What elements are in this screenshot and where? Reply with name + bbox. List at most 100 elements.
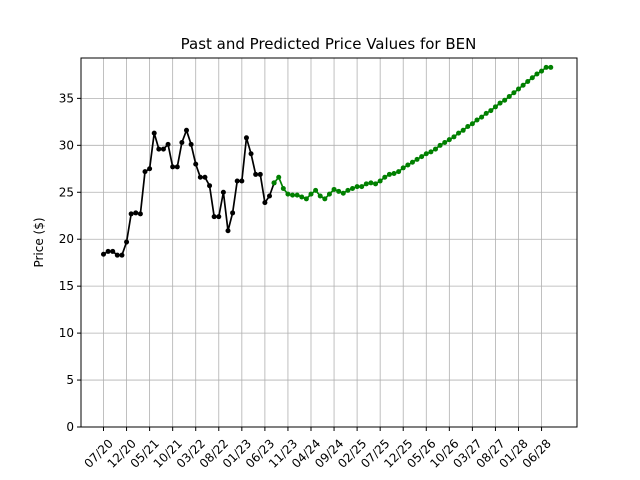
series-0-point — [160, 146, 166, 152]
series-0-point — [133, 210, 139, 216]
series-0-point — [105, 248, 111, 254]
series-1-point — [313, 187, 319, 193]
series-1-point — [442, 140, 448, 146]
series-0-point — [179, 140, 185, 146]
series-1-point — [373, 181, 379, 187]
series-0-point — [110, 248, 116, 254]
series-1-point — [419, 154, 425, 160]
series-0-point — [165, 141, 171, 147]
series-1-point — [363, 181, 369, 187]
series-1-point — [456, 130, 462, 136]
series-0-point — [128, 211, 134, 217]
y-axis-ticks: 0 5 10 15 20 25 30 35 — [59, 91, 81, 434]
series-1-point — [409, 159, 415, 165]
series-1-point — [515, 86, 521, 92]
series-0-point — [151, 130, 157, 136]
series-0-point — [197, 174, 203, 180]
plot-frame — [80, 57, 578, 428]
series-1-point — [483, 110, 489, 116]
series-1-point — [534, 71, 540, 77]
series-1-point — [502, 97, 508, 103]
series-1-point — [299, 194, 305, 200]
series-0-point — [216, 214, 222, 220]
series-0-point — [119, 252, 125, 258]
grid — [81, 58, 577, 428]
series-0-line — [103, 129, 275, 257]
series-1-point — [336, 188, 342, 194]
series-1-point — [396, 169, 402, 175]
series-1-point — [529, 75, 535, 81]
series-1-point — [414, 156, 420, 162]
series-1-point — [322, 196, 328, 202]
y-tick-label: 20 — [59, 232, 74, 246]
series-1-point — [386, 171, 392, 177]
series-1-point — [317, 193, 323, 199]
series-0-point — [211, 214, 217, 220]
series-0-point — [193, 161, 199, 167]
series-0-point — [202, 174, 208, 180]
y-tick-label: 0 — [66, 420, 74, 434]
series-0-point — [243, 135, 249, 141]
series-1-point — [543, 64, 549, 70]
series-1-point — [432, 146, 438, 152]
series-1-point — [492, 104, 498, 110]
series-0-point — [137, 211, 143, 217]
series-0-point — [230, 210, 236, 216]
series-0-point — [142, 169, 148, 175]
series-0-point — [183, 127, 189, 133]
y-tick-label: 15 — [59, 279, 74, 293]
series-0-point — [188, 141, 194, 147]
series-1-point — [451, 134, 457, 140]
series-0-point — [257, 171, 263, 177]
series-1-point — [437, 142, 443, 148]
series-1-point — [548, 64, 554, 70]
y-tick-label: 10 — [59, 326, 74, 340]
series-1-point — [349, 186, 355, 192]
series-0-point — [253, 171, 259, 177]
series-0-point — [147, 166, 153, 172]
series-1-point — [382, 174, 388, 180]
series-1-point — [290, 192, 296, 198]
series-1-point — [340, 190, 346, 196]
series-1-point — [331, 186, 337, 192]
series-1-point — [511, 90, 517, 96]
series-1-point — [377, 178, 383, 184]
series-1-point — [303, 196, 309, 202]
series-0-point — [170, 164, 176, 170]
series-0-point — [156, 146, 162, 152]
series-1-point — [465, 124, 471, 130]
series-1-point — [479, 114, 485, 120]
x-axis-ticks: 07/2012/2005/2110/2103/2208/2201/2306/23… — [81, 427, 554, 471]
series-1-point — [326, 191, 332, 197]
series-1-line — [273, 66, 551, 200]
series-1-point — [428, 149, 434, 155]
series-0-point — [124, 239, 130, 245]
series-group — [101, 64, 554, 258]
series-1-point — [271, 180, 277, 186]
series-1-point — [506, 93, 512, 99]
series-1-point — [423, 151, 429, 157]
series-1-point — [276, 174, 282, 180]
series-0-point — [234, 178, 240, 184]
series-1-point — [525, 78, 531, 84]
series-1-point — [539, 68, 545, 74]
series-1-point — [285, 191, 291, 197]
series-1-point — [405, 162, 411, 168]
series-0-point — [174, 164, 180, 170]
series-1-point — [520, 82, 526, 88]
series-1-point — [469, 121, 475, 127]
series-1-point — [446, 137, 452, 143]
series-0-point — [101, 251, 106, 257]
series-1-point — [359, 184, 365, 190]
y-tick-label: 35 — [59, 91, 74, 105]
series-1-point — [488, 108, 494, 114]
series-0-point — [220, 189, 226, 195]
y-tick-label: 5 — [66, 373, 74, 387]
y-axis-label: Price ($) — [32, 217, 46, 267]
series-1-point — [345, 187, 351, 193]
series-1-point — [400, 165, 406, 171]
series-0-point — [239, 178, 245, 184]
y-tick-label: 30 — [59, 138, 74, 152]
series-0-point — [262, 200, 268, 206]
series-1-point — [294, 192, 300, 198]
